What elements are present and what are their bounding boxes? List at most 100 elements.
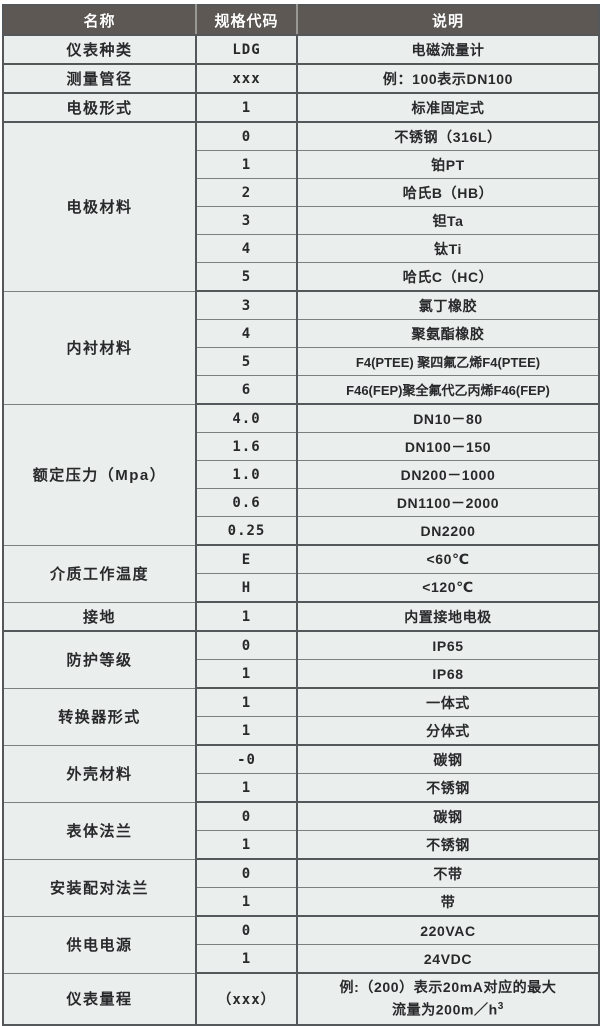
row-name-cell: 供电电源 xyxy=(3,916,197,974)
row-code-cell: 4 xyxy=(196,319,298,348)
column-header-description: 说明 xyxy=(297,5,599,36)
row-description-cell: 例：100表示DN100 xyxy=(297,64,599,94)
spec-table-container: 名称 规格代码 说明 仪表种类 LDG 电磁流量计 测量管径 xxx 例：100表示DN1… xyxy=(2,4,600,1026)
row-description-cell: 碳钢 xyxy=(297,802,599,831)
row-description-cell: 不锈钢（316L） xyxy=(297,122,599,151)
row-code-cell: 1.0 xyxy=(196,460,298,489)
row-name-cell: 电极形式 xyxy=(3,93,197,123)
row-code-cell: 1 xyxy=(196,688,298,717)
row-description-cell: DN2200 xyxy=(297,516,599,546)
table-row: 额定压力（Mpa） 4.0 DN10－80 xyxy=(3,404,599,546)
table-row: 1 IP68 xyxy=(3,659,599,689)
row-name-cell: 转换器形式 xyxy=(3,688,197,746)
row-code-cell: 5 xyxy=(196,262,298,292)
row-code-cell: 0 xyxy=(196,916,298,945)
table-row: 电极形式 1 标准固定式 xyxy=(3,93,599,123)
row-code-cell: 1 xyxy=(196,602,298,632)
row-description-cell: <120℃ xyxy=(297,573,599,603)
column-header-code: 规格代码 xyxy=(196,5,298,36)
row-code-cell: H xyxy=(196,573,298,603)
row-description-cell: 碳钢 xyxy=(297,745,599,774)
table-header-row: 名称 规格代码 说明 xyxy=(3,5,599,36)
row-name-cell: 接地 xyxy=(3,602,197,632)
row-description-cell: 聚氨酯橡胶 xyxy=(297,319,599,348)
row-name-cell: 仪表量程 xyxy=(3,973,197,1026)
table-row: 安装配对法兰 0 不带 xyxy=(3,859,599,917)
table-row: 1 不锈钢 xyxy=(3,773,599,803)
column-header-name: 名称 xyxy=(3,5,197,36)
table-row: 1 不锈钢 xyxy=(3,830,599,860)
row-description-cell: 铂PT xyxy=(297,150,599,179)
row-code-cell: -0 xyxy=(196,745,298,774)
row-name-cell: 表体法兰 xyxy=(3,802,197,860)
row-description-cell: 24VDC xyxy=(297,944,599,974)
row-code-cell: 5 xyxy=(196,347,298,376)
row-code-cell: 1 xyxy=(196,944,298,974)
table-row: 外壳材料 -0 碳钢 xyxy=(3,745,599,803)
row-description-cell: 220VAC xyxy=(297,916,599,945)
table-row: 仪表量程 （xxx） 例:（200）表示20mA对应的最大 流量为200m／h3 xyxy=(3,973,599,1026)
row-description-cell: 例:（200）表示20mA对应的最大 流量为200m／h3 xyxy=(297,973,599,1026)
table-row: 转换器形式 1 一体式 xyxy=(3,688,599,746)
row-code-cell: （xxx） xyxy=(196,973,298,1026)
row-name-cell: 外壳材料 xyxy=(3,745,197,803)
row-code-cell: 1 xyxy=(196,830,298,860)
row-code-cell: E xyxy=(196,545,298,574)
description-line: 流量为200m／h3 xyxy=(392,1000,504,1018)
table-row: 6 F46(FEP)聚全氟代乙丙烯F46(FEP) xyxy=(3,375,599,405)
row-code-cell: 4 xyxy=(196,234,298,263)
table-row: 仪表种类 LDG 电磁流量计 xyxy=(3,35,599,65)
row-description-cell: 哈氏C（HC） xyxy=(297,262,599,292)
row-name-cell: 内衬材料 xyxy=(3,291,197,405)
row-name-cell: 介质工作温度 xyxy=(3,545,197,603)
description-line: 例:（200）表示20mA对应的最大 xyxy=(339,979,557,995)
row-code-cell: 0 xyxy=(196,859,298,888)
specification-table: 名称 规格代码 说明 仪表种类 LDG 电磁流量计 测量管径 xxx 例：100表示DN1… xyxy=(2,4,600,1026)
table-row: H <120℃ xyxy=(3,573,599,603)
row-code-cell: 1.6 xyxy=(196,432,298,461)
row-code-cell: 1 xyxy=(196,93,298,123)
row-description-cell: 钛Ti xyxy=(297,234,599,263)
table-row: 1 铂PT xyxy=(3,150,599,179)
row-code-cell: 3 xyxy=(196,206,298,235)
row-name-cell: 额定压力（Mpa） xyxy=(3,404,197,546)
row-description-cell: 一体式 xyxy=(297,688,599,717)
row-name-cell: 测量管径 xyxy=(3,64,197,94)
table-row: 1 分体式 xyxy=(3,716,599,746)
row-code-cell: 0 xyxy=(196,122,298,151)
table-row: 2 哈氏B（HB） xyxy=(3,178,599,207)
row-description-cell: 不锈钢 xyxy=(297,830,599,860)
row-description-cell: F4(PTEE) 聚四氟乙烯F4(PTEE) xyxy=(297,347,599,376)
table-row: 3 钽Ta xyxy=(3,206,599,235)
table-row: 1.0 DN200－1000 xyxy=(3,460,599,489)
table-row: 0.6 DN1100－2000 xyxy=(3,488,599,517)
table-row: 防护等级 0 IP65 xyxy=(3,631,599,689)
row-description-cell: 哈氏B（HB） xyxy=(297,178,599,207)
row-description-cell: DN200－1000 xyxy=(297,460,599,489)
row-name-cell: 电极材料 xyxy=(3,122,197,292)
row-name-cell: 防护等级 xyxy=(3,631,197,689)
table-row: 1.6 DN100－150 xyxy=(3,432,599,461)
table-body: 仪表种类 LDG 电磁流量计 测量管径 xxx 例：100表示DN100 电极形式 1 标准固定… xyxy=(3,35,599,1026)
row-code-cell: 3 xyxy=(196,291,298,320)
row-description-cell: F46(FEP)聚全氟代乙丙烯F46(FEP) xyxy=(297,375,599,405)
row-description-cell: 不带 xyxy=(297,859,599,888)
row-code-cell: 1 xyxy=(196,773,298,803)
table-row: 接地 1 内置接地电极 xyxy=(3,602,599,632)
row-code-cell: 1 xyxy=(196,659,298,689)
row-description-cell: IP65 xyxy=(297,631,599,660)
row-code-cell: 6 xyxy=(196,375,298,405)
row-description-cell: 不锈钢 xyxy=(297,773,599,803)
row-code-cell: 0.6 xyxy=(196,488,298,517)
table-row: 4 钛Ti xyxy=(3,234,599,263)
row-description-cell: 电磁流量计 xyxy=(297,35,599,65)
row-code-cell: 1 xyxy=(196,887,298,917)
row-code-cell: 1 xyxy=(196,150,298,179)
table-row: 5 F4(PTEE) 聚四氟乙烯F4(PTEE) xyxy=(3,347,599,376)
row-description-cell: DN100－150 xyxy=(297,432,599,461)
table-row: 0.25 DN2200 xyxy=(3,516,599,546)
row-description-cell: 钽Ta xyxy=(297,206,599,235)
row-description-cell: 分体式 xyxy=(297,716,599,746)
row-code-cell: xxx xyxy=(196,64,298,94)
